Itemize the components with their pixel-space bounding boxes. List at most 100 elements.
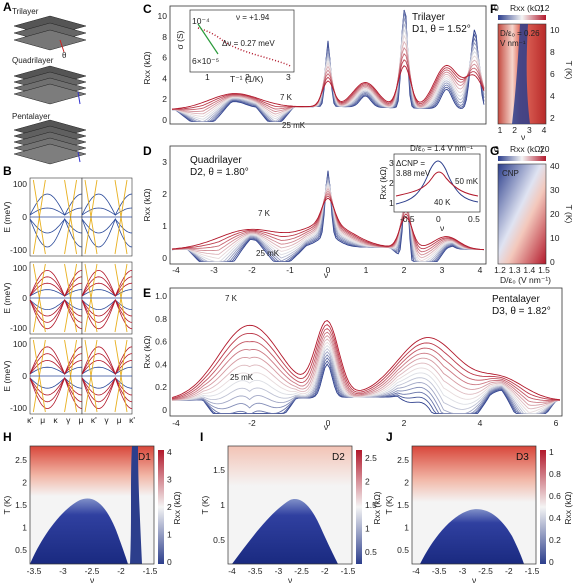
device-title-d: D2, θ = 1.80° [190, 167, 249, 178]
xtick-i-5: -1.5 [341, 566, 356, 576]
ytick-f-4: 2 [550, 113, 555, 123]
x-axis-label-f: ν [521, 132, 525, 142]
insulating-dome-i [232, 499, 338, 564]
inset-filling-c: ν = +1.94 [236, 13, 270, 22]
panel-label-f: F [490, 2, 497, 16]
xtick-e-5: 6 [554, 418, 559, 428]
xtick-i-2: -3 [275, 566, 283, 576]
x-axis-label-d: ν [324, 270, 328, 280]
device-title-c: D1, θ = 1.52° [412, 24, 471, 35]
xtick-h-4: -1.5 [143, 566, 158, 576]
ytick-c-5: 0 [162, 115, 167, 125]
quadrilayer-stack-illustration [13, 65, 87, 105]
c-curve-10 [171, 59, 485, 110]
xtick-d-1: -3 [210, 265, 218, 275]
arrhenius-data-c [197, 27, 291, 67]
inset-label-f: D/ε₀ = 0.26 [500, 29, 540, 38]
y-axis-ticks-g: 40 30 20 10 0 [550, 161, 560, 267]
arrhenius-fit-line-c [197, 23, 219, 55]
cbar-tick-i-1: 2 [365, 477, 370, 487]
inset-xtick-d-0: -0.5 [400, 214, 415, 224]
temp-label-high-e: 7 K [225, 294, 238, 303]
inset-curve-low-d [395, 160, 479, 205]
insulating-region-f [512, 24, 530, 124]
inset-xtick-c-2: 3 [286, 72, 291, 82]
cbar-tick-f-1: 12 [540, 3, 550, 13]
ytick-e-4: 0.2 [155, 382, 167, 392]
ytick-f-1: 8 [550, 47, 555, 57]
temp-label-low-c: 25 mK [282, 121, 306, 130]
band-xtick-5: κ' [91, 415, 97, 425]
xtick-i-1: -3.5 [248, 566, 263, 576]
ytick-e-0: 1.0 [155, 291, 167, 301]
colorbar-j [540, 450, 546, 564]
xtick-d-5: 1 [364, 265, 369, 275]
band-ylabel-1: E (meV) [2, 282, 12, 313]
inset-ytick-c-1: 6×10⁻⁵ [192, 56, 219, 66]
ytick-g-2: 20 [550, 209, 560, 219]
ytick-h-0: 2.5 [15, 455, 27, 465]
xtick-h-1: -3 [59, 566, 67, 576]
cbar-tick-h-2: 2 [167, 502, 172, 512]
ytick-h-1: 2 [22, 478, 27, 488]
inset-xtick-d-1: 0 [436, 214, 441, 224]
band-ytick-2-2: -100 [10, 403, 27, 413]
band-line-2-0-2 [29, 359, 83, 375]
y-axis-ticks-i: 1.5 1 0.5 [213, 465, 225, 545]
band-line-0-0-3 [29, 217, 83, 248]
cbar-title-h: Rxx (kΩ) [172, 491, 182, 524]
xtick-j-3: -2.5 [478, 566, 493, 576]
rxx-curves-e [171, 319, 561, 414]
colorbar-g [498, 156, 546, 161]
panel-i: I D2 2.5 2 1.5 1 0.5 Rxx (kΩ) 1.5 1 0.5 -4 -3.5… [200, 430, 382, 584]
cbar-tick-j-5: 0 [549, 557, 554, 567]
band-line-2-1-7 [81, 376, 133, 410]
c-curve-8 [171, 46, 485, 113]
y-axis-label-f: T (K) [564, 61, 574, 80]
ytick-e-3: 0.4 [155, 359, 167, 369]
colormap-i-top [228, 446, 352, 486]
c-curve-0 [171, 9, 485, 122]
plot-frame-c [169, 5, 487, 125]
cbar-tick-f-0: 0 [494, 3, 499, 13]
y-axis-label-e: Rxx (kΩ) [142, 335, 152, 368]
stack-label-pentalayer: Pentalayer [12, 112, 51, 121]
y-axis-ticks-f: 10 8 6 4 2 [550, 25, 560, 123]
xtick-d-8: 4 [478, 265, 483, 275]
cbar-title-j: Rxx (kΩ) [563, 491, 573, 524]
band-ytick-0-0: 100 [13, 179, 27, 189]
ytick-i-0: 1.5 [213, 465, 225, 475]
c-curve-4 [171, 23, 485, 122]
inset-xtick-d-2: 0.5 [468, 214, 480, 224]
xtick-d-7: 3 [440, 265, 445, 275]
y-axis-ticks-d: 3 2 1 0 [162, 157, 167, 263]
y-axis-ticks-c: 10 8 6 4 2 0 [158, 11, 168, 125]
band-line-1-1-1 [81, 299, 133, 311]
band-ylabel-2: E (meV) [2, 360, 12, 391]
band-xtick-7: μ [117, 415, 122, 425]
x-axis-label-e: ν [324, 422, 328, 432]
panel-label-d: D [143, 144, 152, 158]
cbar-ticks-h: 4 3 2 1 0 [167, 447, 172, 567]
cbar-tick-g-0: 0 [494, 144, 499, 154]
ytick-j-0: 2.5 [397, 455, 409, 465]
band-xtick-0: κ' [27, 415, 33, 425]
inset-ylabel-c: σ (S) [175, 30, 185, 49]
e-curve-11 [171, 327, 561, 401]
x-axis-label-g: D/ε₀ (V nm⁻¹) [500, 275, 551, 285]
band-line-0-0-0 [29, 207, 83, 216]
e-curve-13 [171, 319, 561, 401]
ytick-j-4: 0.5 [397, 545, 409, 555]
ytick-c-0: 10 [158, 11, 168, 21]
panel-label-a: A [3, 0, 12, 14]
band-line-1-1-2 [81, 282, 133, 297]
band-line-2-0-0 [29, 366, 83, 375]
y-axis-ticks-j: 2.5 2 1.5 1 0.5 [397, 455, 409, 555]
ytick-j-2: 1.5 [397, 500, 409, 510]
y-axis-label-c: Rxx (kΩ) [142, 51, 152, 84]
xtick-j-1: -3.5 [432, 566, 447, 576]
xtick-j-4: -2 [505, 566, 513, 576]
ytick-g-3: 10 [550, 233, 560, 243]
cbar-tick-j-1: 0.8 [549, 469, 561, 479]
